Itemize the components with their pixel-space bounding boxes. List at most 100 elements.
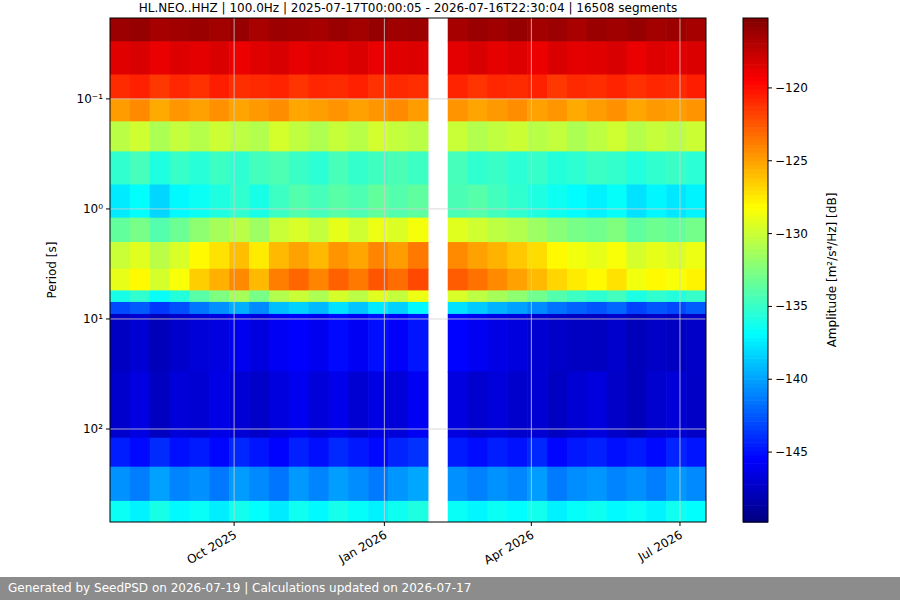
heatmap-cell: [229, 371, 249, 438]
heatmap-cell: [229, 242, 249, 269]
colorbar-swatch: [743, 438, 768, 443]
heatmap-cell: [686, 501, 706, 522]
colorbar-tick-label: −135: [775, 299, 808, 313]
heatmap-cell: [507, 218, 527, 243]
heatmap-cell: [189, 74, 209, 99]
heatmap-cell: [289, 151, 309, 185]
heatmap-cell: [468, 74, 488, 99]
heatmap-cell: [646, 41, 666, 75]
heatmap-cell: [547, 269, 567, 291]
colorbar-swatch: [743, 371, 768, 376]
colorbar-swatch: [743, 488, 768, 493]
heatmap-cell: [329, 151, 349, 185]
heatmap-cell: [408, 151, 428, 185]
heatmap-cell: [487, 290, 507, 302]
colorbar-swatch: [743, 203, 768, 208]
heatmap-cell: [189, 151, 209, 185]
heatmap-cell: [150, 314, 170, 372]
heatmap-cell: [686, 74, 706, 99]
heatmap-cell: [348, 218, 368, 243]
heatmap-cell: [646, 467, 666, 502]
colorbar-swatch: [743, 43, 768, 48]
colorbar-tick-label: −145: [775, 445, 808, 459]
heatmap-cell: [547, 290, 567, 302]
heatmap-cell: [309, 302, 329, 315]
heatmap-cell: [170, 302, 190, 315]
colorbar-swatch: [743, 497, 768, 502]
heatmap-cell: [547, 185, 567, 219]
heatmap-cell: [507, 18, 527, 42]
heatmap-cell: [130, 99, 150, 122]
heatmap-cell: [487, 501, 507, 522]
heatmap-cell: [527, 18, 547, 42]
heatmap-cell: [468, 290, 488, 302]
colorbar-swatch: [743, 127, 768, 132]
heatmap-cell: [547, 99, 567, 122]
heatmap-cell: [468, 302, 488, 315]
heatmap-cell: [249, 18, 269, 42]
heatmap-cell: [249, 438, 269, 468]
heatmap-cell: [269, 501, 289, 522]
heatmap-cell: [289, 185, 309, 219]
heatmap-cell: [666, 371, 686, 438]
heatmap-cell: [329, 438, 349, 468]
heatmap-cell: [269, 185, 289, 219]
heatmap-cell: [468, 371, 488, 438]
heatmap-cell: [110, 314, 130, 372]
heatmap-cell: [388, 99, 408, 122]
colorbar-swatch: [743, 430, 768, 435]
heatmap-cell: [329, 501, 349, 522]
heatmap-cell: [527, 302, 547, 315]
heatmap-cell: [189, 121, 209, 152]
heatmap-cell: [209, 18, 229, 42]
heatmap-cell: [587, 269, 607, 291]
heatmap-cell: [666, 74, 686, 99]
heatmap-cell: [507, 371, 527, 438]
heatmap-cell: [587, 314, 607, 372]
heatmap-cell: [567, 121, 587, 152]
colorbar-swatch: [743, 52, 768, 57]
heatmap-cell: [587, 290, 607, 302]
heatmap-cell: [309, 467, 329, 502]
heatmap-cell: [468, 185, 488, 219]
heatmap-cell: [686, 242, 706, 269]
colorbar-swatch: [743, 262, 768, 267]
heatmap-cell: [487, 467, 507, 502]
y-tick-label: 10¹: [83, 312, 103, 326]
heatmap-cell: [388, 242, 408, 269]
heatmap-cell: [289, 41, 309, 75]
x-tick: [531, 522, 532, 526]
colorbar-swatch: [743, 236, 768, 241]
heatmap-cell: [646, 302, 666, 315]
heatmap-cell: [289, 269, 309, 291]
colorbar-swatch: [743, 157, 768, 162]
colorbar-swatch: [743, 123, 768, 128]
heatmap-cell: [368, 218, 388, 243]
heatmap-cell: [587, 302, 607, 315]
heatmap-cell: [487, 438, 507, 468]
heatmap-cell: [686, 438, 706, 468]
heatmap-cell: [507, 302, 527, 315]
heatmap-cell: [627, 18, 647, 42]
colorbar-swatch: [743, 140, 768, 145]
heatmap-cell: [487, 74, 507, 99]
heatmap-cell: [388, 501, 408, 522]
grid-line: [110, 318, 706, 319]
heatmap-cell: [468, 438, 488, 468]
heatmap-cell: [189, 218, 209, 243]
heatmap-cell: [130, 218, 150, 243]
heatmap-cell: [666, 185, 686, 219]
colorbar-swatch: [743, 505, 768, 510]
heatmap-cell: [408, 302, 428, 315]
colorbar-swatch: [743, 455, 768, 460]
heatmap-cell: [567, 302, 587, 315]
heatmap-cell: [348, 99, 368, 122]
colorbar-swatch: [743, 278, 768, 283]
heatmap-cell: [627, 290, 647, 302]
heatmap-cell: [229, 121, 249, 152]
heatmap-cell: [110, 18, 130, 42]
heatmap-cell: [527, 290, 547, 302]
colorbar-swatch: [743, 388, 768, 393]
heatmap-cell: [627, 371, 647, 438]
heatmap-cell: [607, 314, 627, 372]
